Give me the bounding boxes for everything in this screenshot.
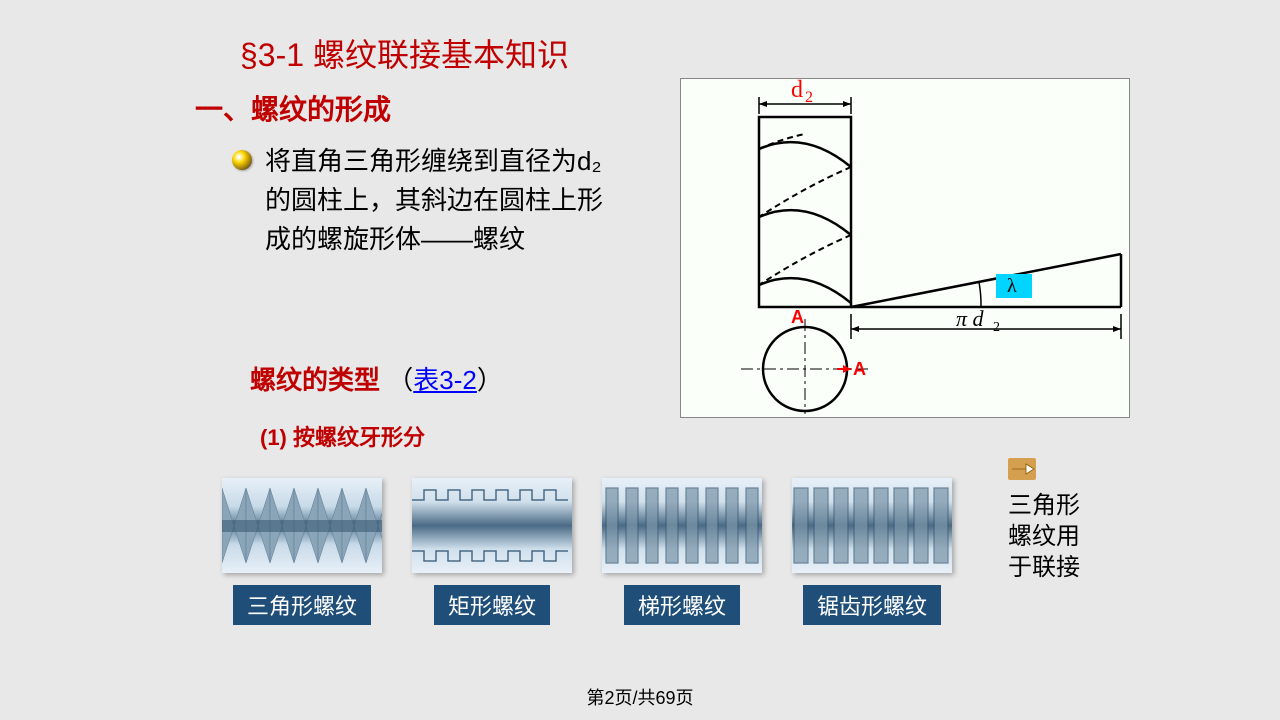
table-link[interactable]: 表3-2: [413, 365, 477, 395]
note-text: 三角形螺纹用于联接: [1008, 490, 1088, 584]
svg-text:λ: λ: [1007, 275, 1017, 297]
svg-text:2: 2: [993, 320, 1000, 335]
thread-formation-diagram: d 2 λ π d 2 A A: [680, 78, 1130, 418]
svg-text:π d: π d: [956, 306, 985, 331]
thread-types-row: 三角形螺纹 矩形螺纹: [222, 478, 952, 625]
svg-text:2: 2: [805, 89, 813, 106]
section-title: 一、螺纹的形成: [195, 88, 391, 128]
body-text: 将直角三角形缠绕到直径为d₂的圆柱上，其斜边在圆柱上形成的螺旋形体——螺纹: [265, 142, 605, 259]
thread-label-triangle: 三角形螺纹: [233, 585, 371, 625]
thread-item-saw: 锯齿形螺纹: [792, 478, 952, 625]
thread-types-heading-text: 螺纹的类型: [250, 365, 380, 395]
d2-label: d: [791, 79, 803, 103]
slide-title: §3-1 螺纹联接基本知识: [240, 30, 569, 76]
svg-text:A: A: [791, 307, 804, 327]
sub-item: (1) 按螺纹牙形分: [260, 420, 425, 452]
paren-open: （: [387, 365, 413, 395]
thread-label-saw: 锯齿形螺纹: [803, 585, 941, 625]
thread-item-triangle: 三角形螺纹: [222, 478, 382, 625]
pointer-icon: [1008, 458, 1036, 480]
thread-image-saw: [792, 478, 952, 573]
paren-close: ）: [477, 365, 503, 395]
thread-types-heading: 螺纹的类型 （表3-2）: [250, 360, 503, 397]
thread-item-rect: 矩形螺纹: [412, 478, 572, 625]
bullet-icon: [232, 150, 252, 170]
svg-text:A: A: [853, 359, 866, 379]
thread-label-trap: 梯形螺纹: [624, 585, 740, 625]
thread-label-rect: 矩形螺纹: [434, 585, 550, 625]
thread-image-triangle: [222, 478, 382, 573]
thread-image-rect: [412, 478, 572, 573]
page-number: 第2页/共69页: [586, 684, 693, 710]
thread-image-trap: [602, 478, 762, 573]
thread-item-trap: 梯形螺纹: [602, 478, 762, 625]
